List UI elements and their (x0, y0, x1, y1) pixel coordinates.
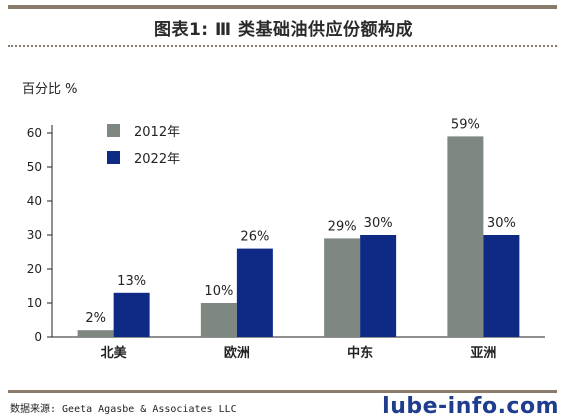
bar (360, 235, 397, 337)
y-tick-label: 60 (27, 126, 42, 140)
x-category-label: 亚洲 (470, 346, 496, 361)
data-label: 13% (117, 274, 146, 289)
y-tick-label: 40 (27, 194, 42, 208)
y-tick-label: 10 (27, 296, 42, 310)
legend-label: 2022年 (134, 152, 180, 167)
data-label: 30% (487, 216, 516, 231)
bar (113, 292, 150, 337)
y-tick-label: 0 (34, 330, 42, 344)
dotted-divider (8, 45, 557, 47)
bar (77, 330, 114, 337)
y-tick-label: 50 (27, 160, 42, 174)
legend-swatch (107, 124, 120, 137)
top-rule (8, 5, 557, 9)
y-tick-label: 30 (27, 228, 42, 242)
bar (483, 235, 520, 337)
bar (324, 238, 361, 337)
legend-label: 2012年 (134, 125, 180, 140)
x-category-label: 北美 (101, 345, 128, 361)
chart-title: 图表1: Ⅲ 类基础油供应份额构成 (153, 20, 414, 40)
data-label: 10% (204, 284, 233, 299)
data-label: 59% (451, 117, 480, 132)
data-label: 2% (85, 311, 106, 326)
data-label: 30% (364, 216, 393, 231)
y-axis-label: 百分比 % (22, 82, 78, 97)
bottom-rule (8, 390, 557, 393)
data-label: 26% (240, 230, 269, 245)
x-category-label: 欧洲 (224, 345, 250, 361)
bar (200, 303, 237, 337)
legend-swatch (107, 151, 120, 164)
watermark: lube-info.com (382, 394, 559, 419)
x-category-label: 中东 (347, 345, 373, 361)
bar (447, 136, 484, 337)
bar (236, 248, 273, 337)
data-source: 数据来源: Geeta Agasbe & Associates LLC (10, 404, 237, 415)
data-label: 29% (328, 219, 357, 234)
y-tick-label: 20 (27, 262, 42, 276)
